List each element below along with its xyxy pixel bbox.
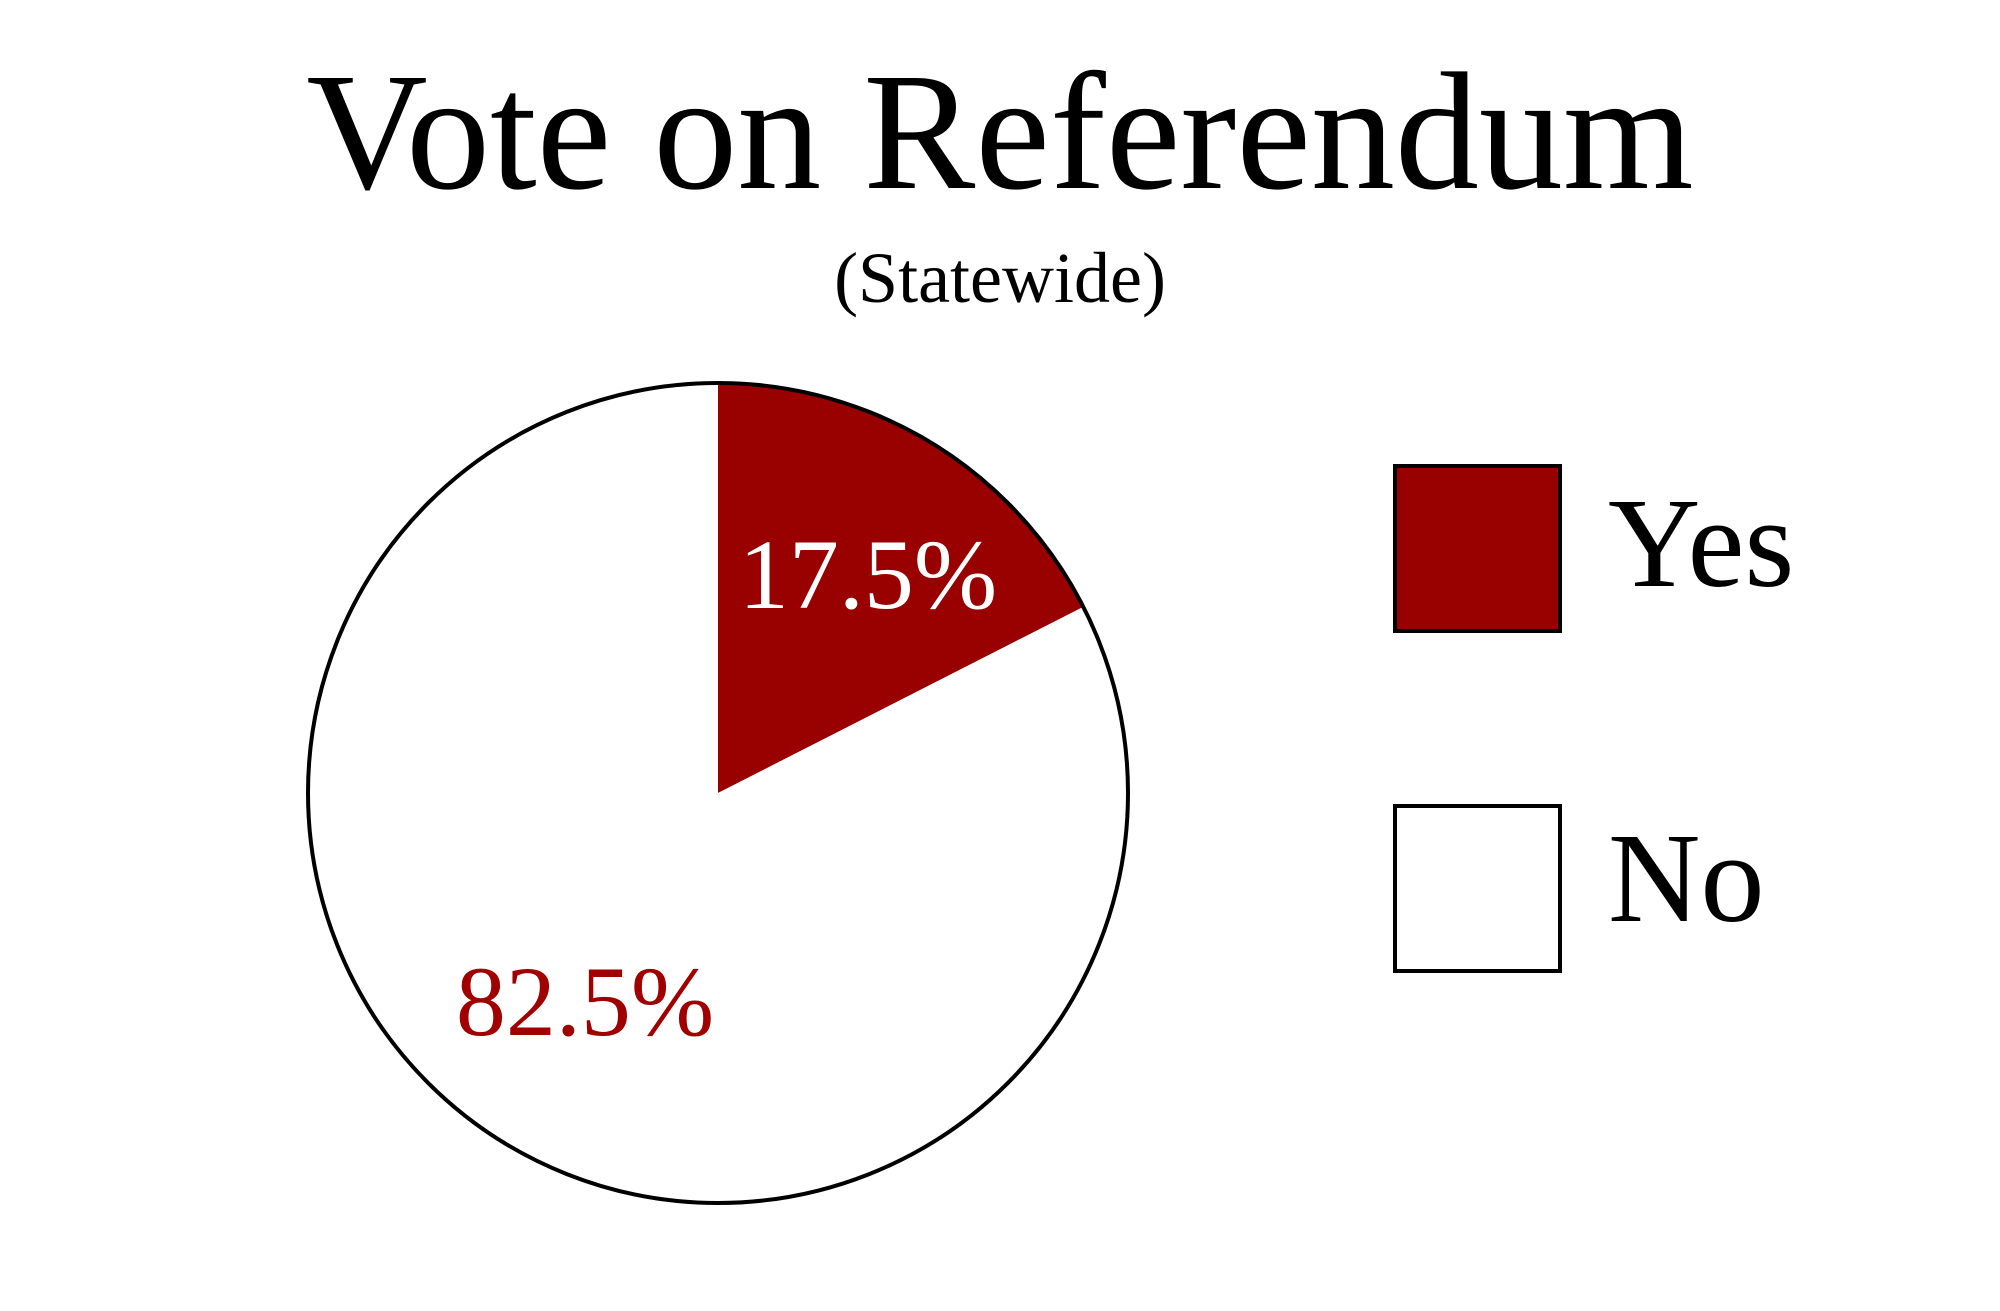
pie-slice-no <box>308 383 1128 1204</box>
pie-outline <box>306 381 1130 1205</box>
legend: Yes No <box>1393 464 1794 973</box>
chart-title: Vote on Referendum <box>306 39 1693 225</box>
pie-slice-yes <box>718 383 1084 793</box>
legend-swatch-yes <box>1393 464 1562 633</box>
chart-subtitle: (Statewide) <box>834 238 1166 318</box>
pie: 17.5% 82.5% <box>306 381 1130 1205</box>
legend-label-yes: Yes <box>1608 472 1794 614</box>
pie-slice-label-yes: 17.5% <box>739 519 997 630</box>
legend-swatch-no <box>1393 804 1562 973</box>
legend-label-no: No <box>1608 807 1764 949</box>
pie-slice-label-no: 82.5% <box>456 946 714 1057</box>
